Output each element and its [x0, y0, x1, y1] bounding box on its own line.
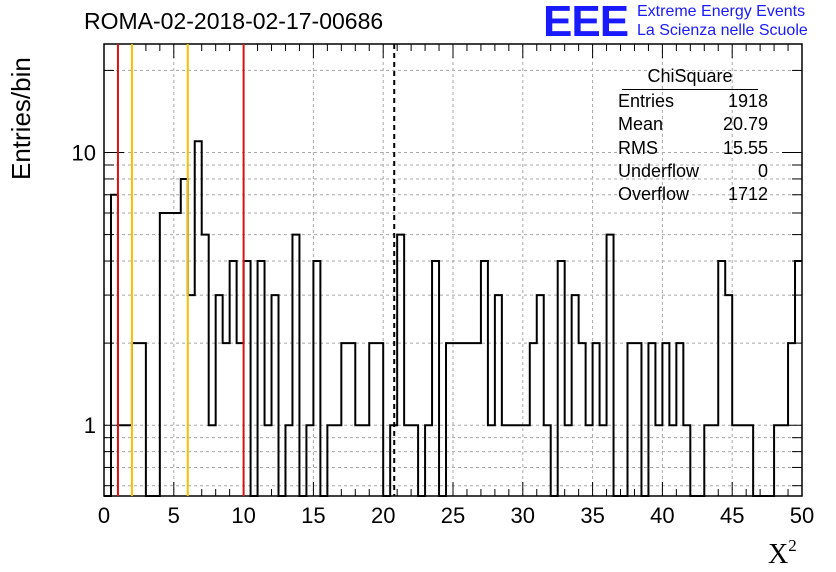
run-title: ROMA-02-2018-02-17-00686	[84, 8, 384, 34]
x-tick-label: 25	[441, 503, 465, 528]
x-tick-label: 15	[301, 503, 325, 528]
stats-row-underflow: Underflow 0	[612, 160, 772, 183]
stats-key: Mean	[618, 114, 664, 135]
x-tick-label: 40	[650, 503, 674, 528]
x-tick-label: 45	[720, 503, 744, 528]
stats-key: Overflow	[618, 184, 690, 205]
stats-title: ChiSquare	[622, 64, 758, 90]
x-tick-label: 30	[511, 503, 535, 528]
x-tick-label: 10	[231, 503, 255, 528]
stats-row-overflow: Overflow 1712	[612, 183, 772, 206]
x-tick-label: 5	[168, 503, 180, 528]
stats-key: Underflow	[618, 160, 700, 181]
x-tick-label: 0	[98, 503, 110, 528]
stats-value: 0	[757, 160, 768, 181]
stats-key: RMS	[618, 137, 658, 158]
y-tick-label: 1	[84, 413, 96, 438]
y-axis-label: Entries/bin	[6, 57, 36, 180]
stats-row-rms: RMS 15.55	[612, 137, 772, 160]
x-tick-label: 35	[580, 503, 604, 528]
x-tick-label: 50	[790, 503, 814, 528]
x-axis-label-sup: 2	[788, 536, 797, 555]
stats-value: 1918	[727, 91, 768, 111]
histogram-line	[104, 140, 802, 497]
stats-row-entries: Entries 1918	[612, 90, 772, 113]
stats-value: 1712	[727, 184, 768, 205]
stats-value: 15.55	[722, 137, 768, 158]
x-axis-label: X2	[768, 536, 797, 571]
x-axis-label-base: X	[768, 539, 789, 570]
stats-key: Entries	[618, 91, 675, 111]
eee-logo: EEE	[543, 0, 629, 46]
logo-caption-line2: La Scienza nelle Scuole	[637, 22, 808, 39]
stats-value: 20.79	[722, 114, 768, 135]
y-tick-label: 10	[72, 141, 96, 166]
stats-box: ChiSquare Entries 1918 Mean 20.79 RMS 15.55…	[612, 64, 772, 206]
x-tick-label: 20	[371, 503, 395, 528]
stats-row-mean: Mean 20.79	[612, 113, 772, 136]
logo-caption-line1: Extreme Energy Events	[637, 3, 806, 20]
